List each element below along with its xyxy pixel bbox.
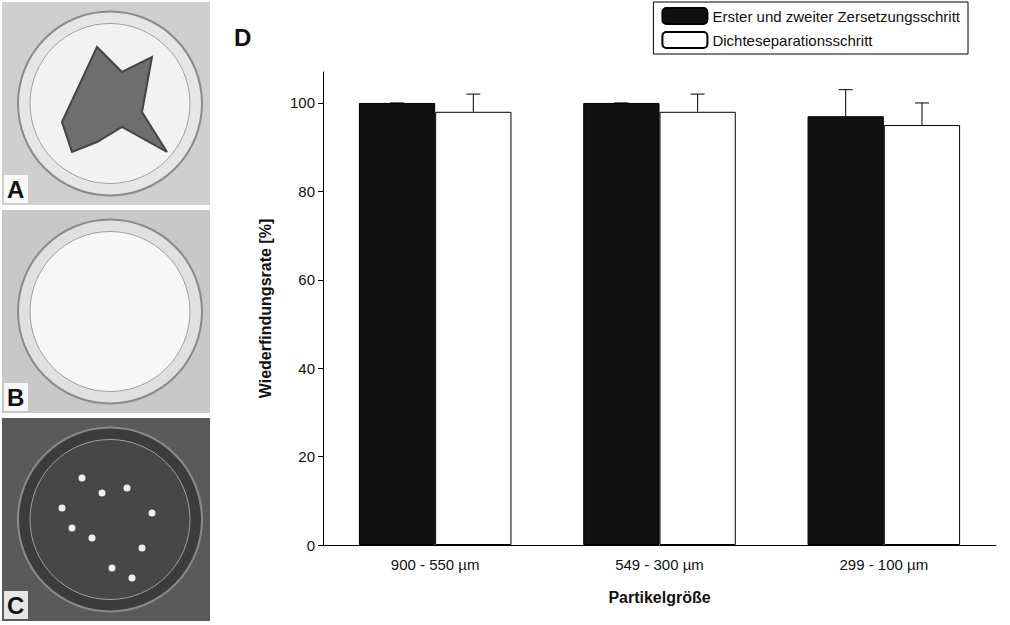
svg-text:C: C: [7, 592, 24, 619]
svg-text:20: 20: [298, 448, 315, 465]
svg-text:299 - 100 µm: 299 - 100 µm: [839, 556, 928, 573]
svg-text:Wiederfindungsrate [%]: Wiederfindungsrate [%]: [257, 219, 274, 398]
svg-text:B: B: [7, 384, 24, 411]
svg-text:Dichteseparationsschritt: Dichteseparationsschritt: [712, 32, 873, 49]
svg-text:40: 40: [298, 360, 315, 377]
svg-text:900 - 550 µm: 900 - 550 µm: [391, 556, 480, 573]
svg-text:80: 80: [298, 183, 315, 200]
svg-text:Partikelgröße: Partikelgröße: [608, 589, 710, 606]
svg-text:Erster und zweiter Zersetzungs: Erster und zweiter Zersetzungsschritt: [712, 8, 960, 25]
svg-text:100: 100: [290, 94, 315, 111]
svg-text:549 - 300 µm: 549 - 300 µm: [615, 556, 704, 573]
svg-text:D: D: [234, 24, 251, 51]
svg-text:A: A: [7, 176, 24, 203]
svg-text:0: 0: [307, 537, 315, 554]
svg-text:60: 60: [298, 271, 315, 288]
